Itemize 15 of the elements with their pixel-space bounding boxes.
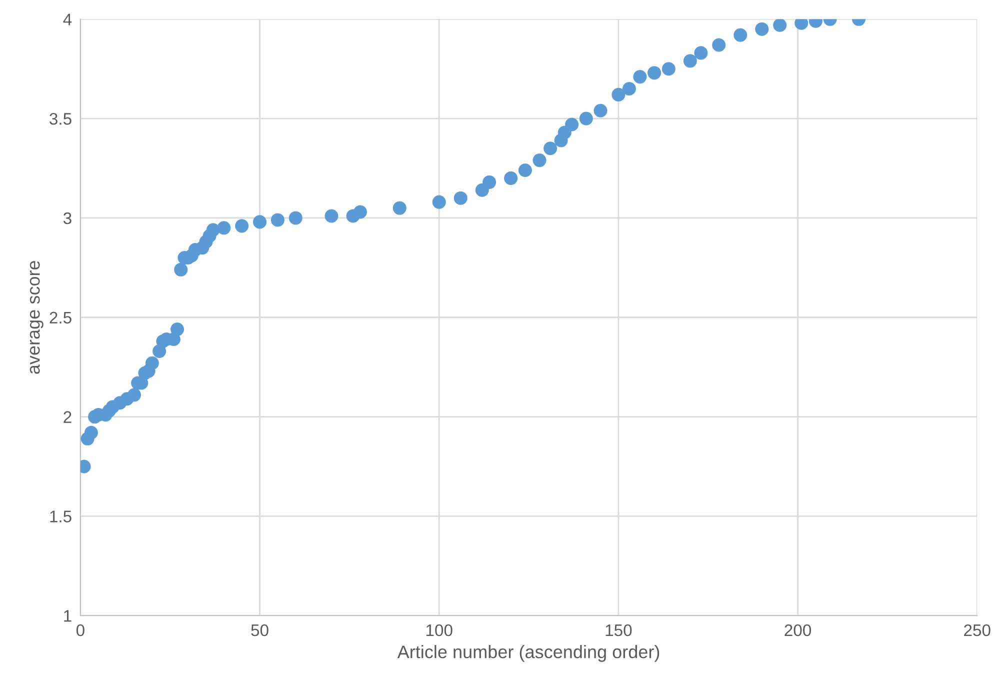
x-tick-label: 0 [76,624,84,636]
y-tick-label: 3 [63,212,72,224]
y-tick-label: 4 [63,14,72,26]
x-tick-label: 250 [964,624,990,636]
y-tick-label: 2 [64,411,72,423]
x-tick-label: 200 [784,624,812,636]
x-tick-label: 100 [426,624,452,636]
y-tick-label: 3.5 [50,112,72,125]
x-tick-label: 50 [251,624,268,636]
y-tick-label: 1.5 [50,510,72,522]
y-tick-label: 2.5 [50,312,72,324]
y-axis-title: average score [30,260,44,374]
y-tick-label: 1 [64,610,72,622]
x-axis-title: Article number (ascending order) [397,645,660,662]
x-tick-label: 150 [606,624,632,636]
